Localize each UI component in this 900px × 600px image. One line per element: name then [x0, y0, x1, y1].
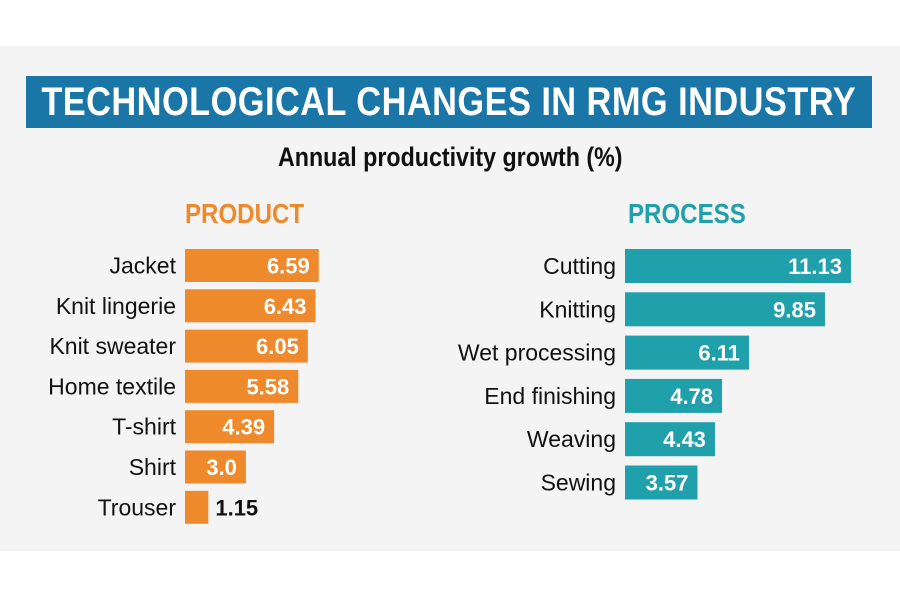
- process-value-label-0: 11.13: [788, 254, 842, 279]
- product-category-label-4: T-shirt: [112, 414, 177, 440]
- process-value-label-1: 9.85: [773, 297, 816, 322]
- product-category-label-2: Knit sweater: [49, 333, 176, 359]
- process-category-label-1: Knitting: [539, 296, 616, 322]
- product-bar-1: [185, 289, 316, 323]
- product-value-label-1: 6.43: [264, 294, 307, 319]
- process-category-label-3: End finishing: [484, 383, 616, 409]
- process-bar-3: [625, 378, 723, 413]
- process-bar-2: [625, 335, 750, 370]
- product-value-label-2: 6.05: [256, 334, 299, 359]
- product-bar-0: [185, 249, 319, 282]
- product-bar-5: [185, 450, 246, 484]
- process-section-title: PROCESS: [628, 198, 746, 229]
- product-bar-2: [185, 329, 308, 363]
- product-value-label-3: 5.58: [246, 374, 289, 399]
- product-bar-3: [185, 369, 299, 403]
- product-bar-6: [185, 490, 209, 524]
- process-category-label-2: Wet processing: [458, 340, 616, 366]
- product-value-label-4: 4.39: [222, 415, 265, 440]
- process-value-label-4: 4.43: [663, 427, 706, 452]
- product-category-label-3: Home textile: [48, 373, 176, 399]
- process-bar-4: [625, 422, 715, 457]
- process-value-label-3: 4.78: [670, 384, 713, 409]
- product-value-label-6: 1.15: [215, 495, 258, 520]
- product-value-label-5: 3.0: [206, 455, 237, 480]
- process-value-label-5: 3.57: [646, 471, 689, 496]
- product-value-label-0: 6.59: [267, 254, 310, 279]
- process-bar-1: [625, 292, 825, 327]
- chart-subtitle: Annual productivity growth (%): [0, 142, 900, 173]
- title-banner: TECHNOLOGICAL CHANGES IN RMG INDUSTRY: [26, 76, 872, 128]
- process-category-label-4: Weaving: [527, 426, 616, 452]
- process-bar-5: [625, 465, 698, 500]
- product-section-title: PRODUCT: [185, 198, 305, 229]
- subtitle-text: Annual productivity growth (%): [277, 142, 623, 172]
- product-bar-4: [185, 410, 275, 444]
- product-category-label-5: Shirt: [129, 454, 177, 480]
- process-value-label-2: 6.11: [698, 341, 740, 366]
- product-category-label-6: Trouser: [98, 494, 177, 520]
- process-category-label-0: Cutting: [543, 253, 616, 279]
- process-bar-0: [625, 249, 851, 283]
- process-category-label-5: Sewing: [541, 470, 616, 496]
- product-category-label-0: Jacket: [110, 253, 177, 279]
- chart-title: TECHNOLOGICAL CHANGES IN RMG INDUSTRY: [41, 79, 857, 124]
- product-category-label-1: Knit lingerie: [56, 293, 176, 319]
